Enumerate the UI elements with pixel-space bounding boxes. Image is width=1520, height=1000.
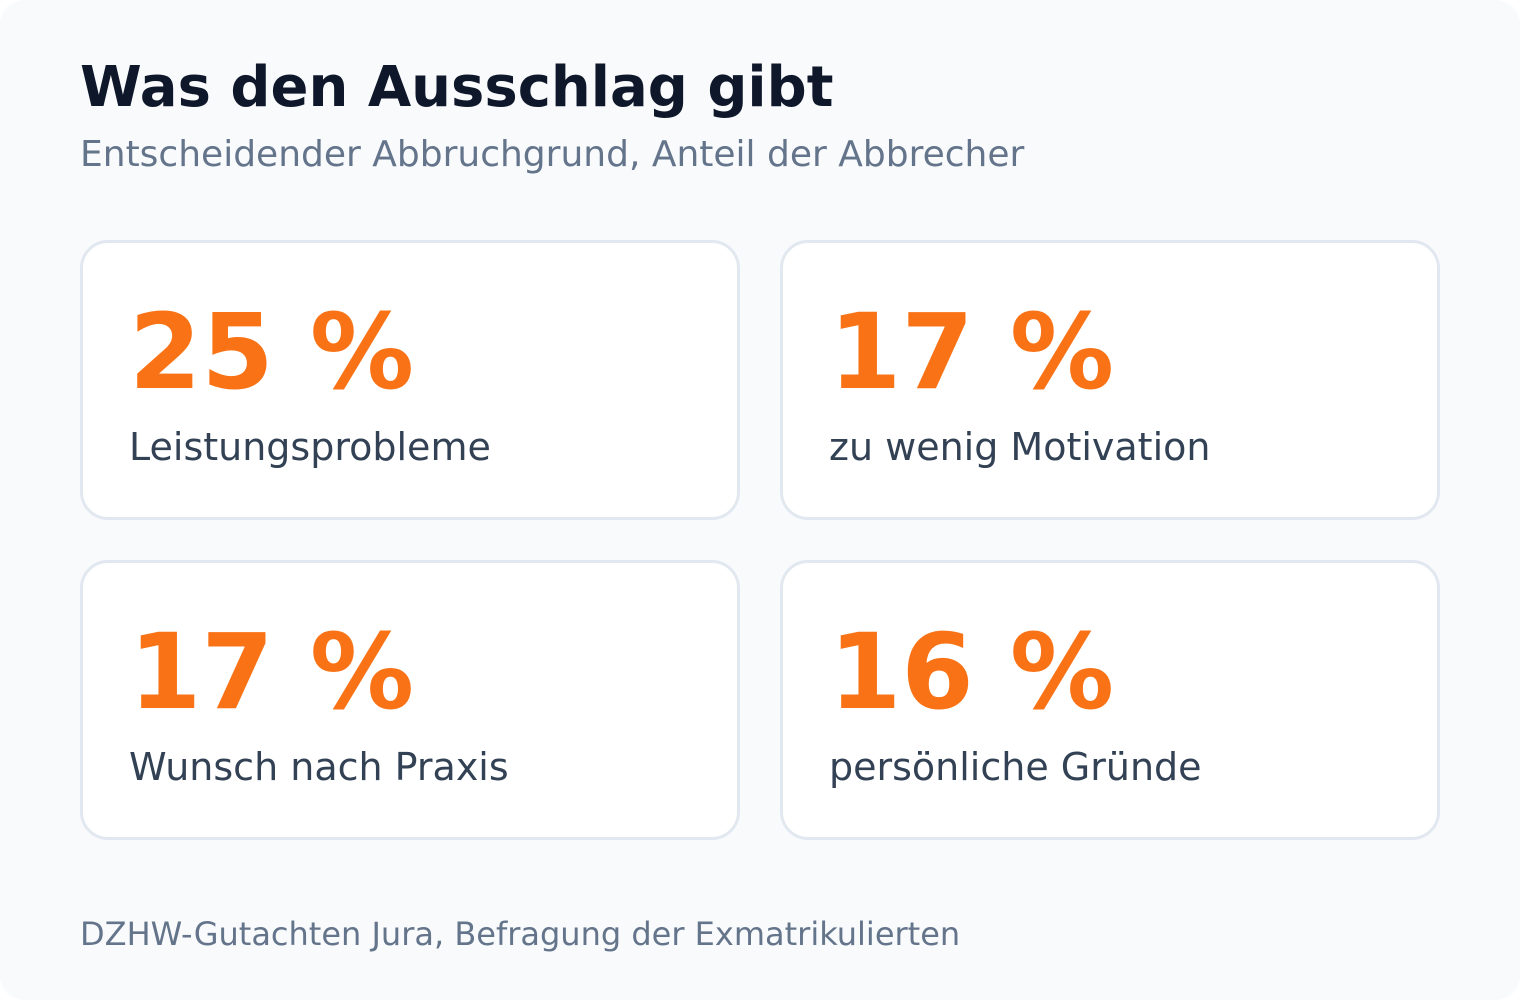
stat-card-praxis: 17 % Wunsch nach Praxis xyxy=(80,560,740,840)
page-title: Was den Ausschlag gibt xyxy=(80,55,834,120)
stat-card-leistungsprobleme: 25 % Leistungsprobleme xyxy=(80,240,740,520)
stat-label: persönliche Gründe xyxy=(829,745,1202,789)
stat-label: zu wenig Motivation xyxy=(829,425,1211,469)
stat-card-motivation: 17 % zu wenig Motivation xyxy=(780,240,1440,520)
stat-value: 16 % xyxy=(829,611,1115,733)
stat-value: 17 % xyxy=(829,291,1115,413)
stat-card-persoenliche-gruende: 16 % persönliche Gründe xyxy=(780,560,1440,840)
stat-value: 17 % xyxy=(129,611,415,733)
page-subtitle: Entscheidender Abbruchgrund, Anteil der … xyxy=(80,134,1025,175)
stat-label: Leistungsprobleme xyxy=(129,425,491,469)
source-note: DZHW-Gutachten Jura, Befragung der Exmat… xyxy=(80,915,961,953)
stat-card-grid: 25 % Leistungsprobleme 17 % zu wenig Mot… xyxy=(80,240,1440,840)
stat-label: Wunsch nach Praxis xyxy=(129,745,509,789)
stat-value: 25 % xyxy=(129,291,415,413)
